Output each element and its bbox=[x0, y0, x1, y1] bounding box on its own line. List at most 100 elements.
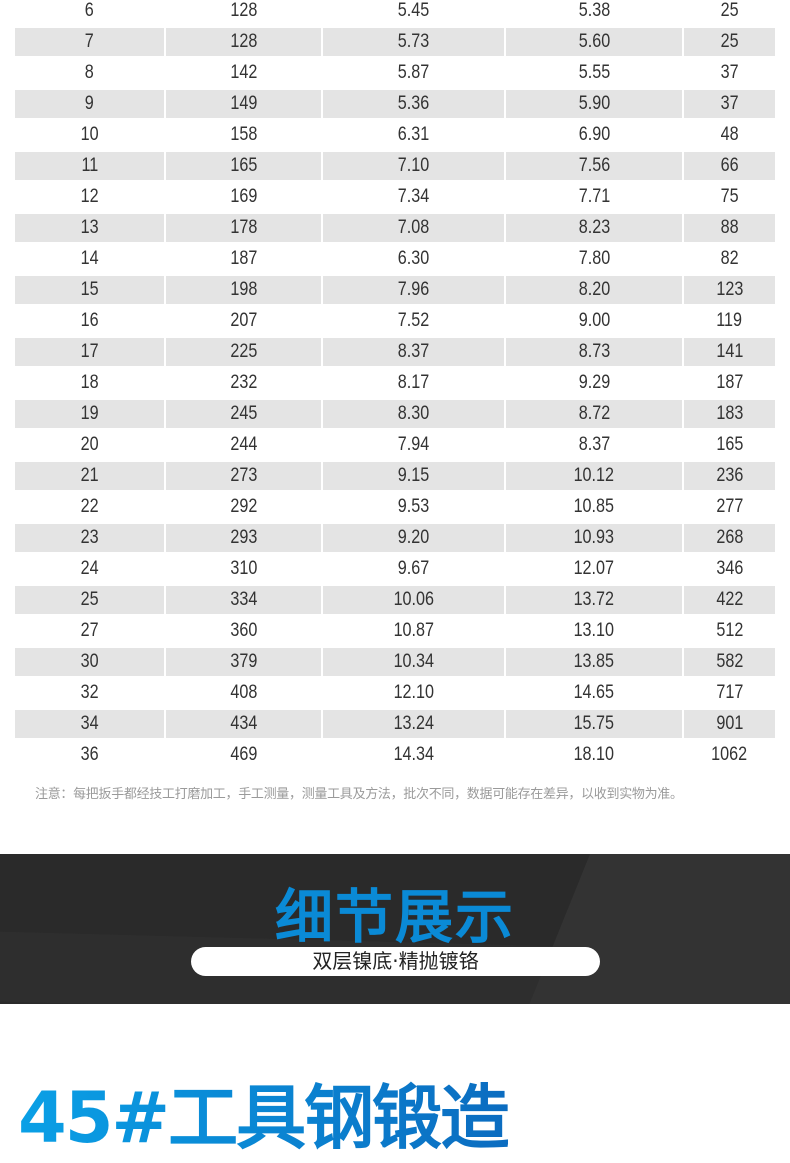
table-cell: 13.85 bbox=[506, 647, 684, 676]
table-cell: 19 bbox=[15, 399, 166, 428]
table-cell: 88 bbox=[684, 213, 775, 242]
table-cell: 5.38 bbox=[506, 0, 684, 25]
table-cell: 8 bbox=[15, 58, 166, 87]
table-cell: 17 bbox=[15, 337, 166, 366]
table-cell: 310 bbox=[166, 554, 323, 583]
table-row: 32 408 12.10 14.65 717 bbox=[15, 677, 775, 708]
cell-value: 13.72 bbox=[573, 588, 615, 610]
cell-value: 14.65 bbox=[573, 681, 615, 703]
table-cell: 13.72 bbox=[506, 585, 684, 614]
table-cell: 7 bbox=[15, 27, 166, 56]
cell-value: 36 bbox=[80, 743, 99, 765]
table-cell: 469 bbox=[166, 740, 323, 769]
cell-value: 15.75 bbox=[573, 712, 615, 734]
table-cell: 119 bbox=[684, 307, 775, 335]
table-cell: 16 bbox=[15, 306, 166, 335]
table-cell: 7.71 bbox=[506, 182, 684, 211]
cell-value: 5.45 bbox=[397, 0, 430, 21]
cell-value: 178 bbox=[230, 216, 257, 238]
cell-value: 9.29 bbox=[578, 371, 610, 393]
cell-value: 187 bbox=[716, 371, 743, 393]
table-cell: 273 bbox=[166, 461, 323, 490]
cell-value: 10.85 bbox=[573, 495, 615, 517]
cell-value: 14.34 bbox=[393, 743, 434, 765]
table-cell: 5.90 bbox=[506, 89, 684, 118]
cell-value: 10.12 bbox=[573, 464, 615, 486]
cell-value: 1062 bbox=[711, 743, 748, 765]
table-row: 17 225 8.37 8.73 141 bbox=[15, 336, 775, 367]
cell-value: 7.96 bbox=[397, 278, 430, 300]
cell-value: 88 bbox=[720, 216, 739, 238]
table-row: 14 187 6.30 7.80 82 bbox=[15, 243, 775, 274]
table-cell: 6.90 bbox=[506, 120, 684, 149]
table-cell: 9.00 bbox=[506, 306, 684, 335]
cell-value: 30 bbox=[80, 650, 99, 672]
table-cell: 27 bbox=[15, 616, 166, 645]
cell-value: 25 bbox=[720, 30, 739, 52]
table-cell: 187 bbox=[684, 369, 775, 397]
table-row: 20 244 7.94 8.37 165 bbox=[15, 429, 775, 460]
cell-value: 6 bbox=[84, 0, 94, 21]
cell-value: 15 bbox=[80, 278, 99, 300]
cell-value: 165 bbox=[230, 154, 257, 176]
cell-value: 10.34 bbox=[393, 650, 434, 672]
table-row: 27 360 10.87 13.10 512 bbox=[15, 615, 775, 646]
table-cell: 434 bbox=[166, 709, 323, 738]
table-cell: 15.75 bbox=[506, 709, 684, 738]
cell-value: 22 bbox=[80, 495, 99, 517]
table-cell: 7.10 bbox=[323, 151, 506, 180]
table-cell: 9 bbox=[15, 89, 166, 118]
cell-value: 10.06 bbox=[393, 588, 434, 610]
table-cell: 30 bbox=[15, 647, 166, 676]
table-row: 24 310 9.67 12.07 346 bbox=[15, 553, 775, 584]
table-cell: 128 bbox=[166, 0, 323, 25]
table-row: 10 158 6.31 6.90 48 bbox=[15, 119, 775, 150]
table-cell: 6.30 bbox=[323, 244, 506, 273]
cell-value: 8.23 bbox=[578, 216, 610, 238]
table-row: 34 434 13.24 15.75 901 bbox=[15, 708, 775, 739]
table-cell: 149 bbox=[166, 89, 323, 118]
cell-value: 75 bbox=[720, 185, 739, 207]
banner-subtitle-pill: 双层镍底·精抛镀铬 bbox=[191, 947, 600, 976]
table-cell: 1062 bbox=[684, 741, 775, 769]
table-cell: 141 bbox=[684, 337, 775, 366]
cell-value: 232 bbox=[230, 371, 257, 393]
table-cell: 25 bbox=[684, 0, 775, 25]
cell-value: 582 bbox=[716, 650, 743, 672]
cell-value: 6.30 bbox=[397, 247, 430, 269]
cell-value: 360 bbox=[230, 619, 257, 641]
cell-value: 8.37 bbox=[578, 433, 610, 455]
cell-value: 128 bbox=[230, 0, 257, 21]
cell-value: 310 bbox=[230, 557, 257, 579]
table-cell: 346 bbox=[684, 555, 775, 583]
cell-value: 37 bbox=[720, 92, 739, 114]
detail-banner: 细节展示 双层镍底·精抛镀铬 bbox=[0, 854, 790, 1004]
cell-value: 13.24 bbox=[393, 712, 434, 734]
table-cell: 7.80 bbox=[506, 244, 684, 273]
table-cell: 8.23 bbox=[506, 213, 684, 242]
cell-value: 10.87 bbox=[393, 619, 434, 641]
table-cell: 225 bbox=[166, 337, 323, 366]
table-row: 23 293 9.20 10.93 268 bbox=[15, 522, 775, 553]
cell-value: 25 bbox=[720, 0, 739, 21]
cell-value: 7.08 bbox=[397, 216, 430, 238]
table-cell: 8.73 bbox=[506, 337, 684, 366]
table-cell: 23 bbox=[15, 523, 166, 552]
table-cell: 37 bbox=[684, 59, 775, 87]
cell-value: 5.38 bbox=[578, 0, 610, 21]
cell-value: 13.10 bbox=[573, 619, 615, 641]
cell-value: 273 bbox=[230, 464, 257, 486]
table-row: 13 178 7.08 8.23 88 bbox=[15, 212, 775, 243]
table-cell: 8.30 bbox=[323, 399, 506, 428]
cell-value: 244 bbox=[230, 433, 257, 455]
table-row: 25 334 10.06 13.72 422 bbox=[15, 584, 775, 615]
spec-table: 6 128 5.45 5.38 25 7 128 5.73 5.60 25 8 142 5.87 5.55… bbox=[15, 0, 775, 770]
cell-value: 165 bbox=[716, 433, 743, 455]
cell-value: 19 bbox=[80, 402, 99, 424]
cell-value: 6.90 bbox=[578, 123, 610, 145]
table-cell: 9.53 bbox=[323, 492, 506, 521]
table-cell: 22 bbox=[15, 492, 166, 521]
cell-value: 7 bbox=[84, 30, 94, 52]
cell-value: 422 bbox=[716, 588, 743, 610]
table-cell: 12.07 bbox=[506, 554, 684, 583]
